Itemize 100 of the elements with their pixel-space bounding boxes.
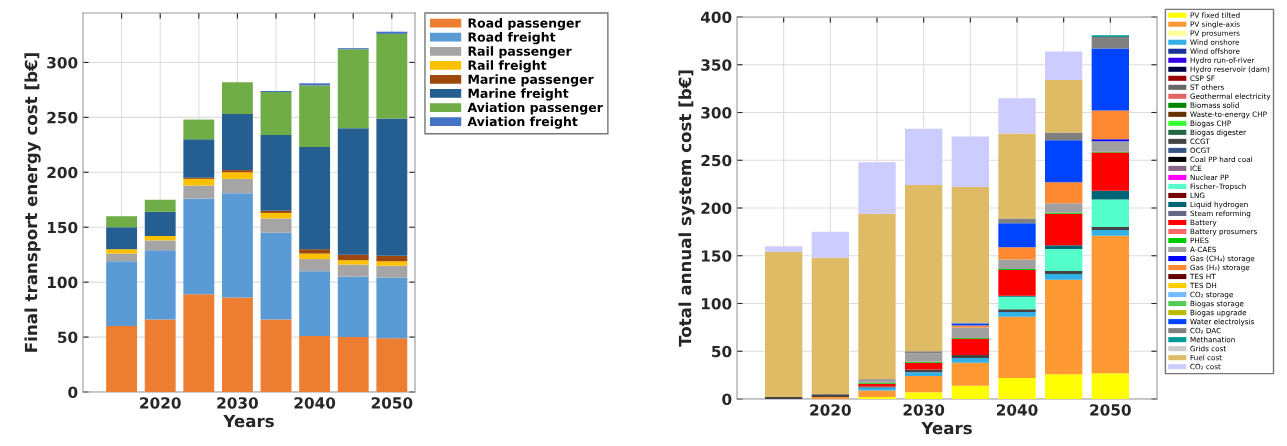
bar — [221, 178, 253, 194]
bar — [299, 147, 331, 250]
bar — [144, 236, 176, 241]
bar — [905, 369, 943, 373]
bar — [1045, 245, 1083, 250]
bar — [905, 353, 943, 362]
x-tick-label: 2040 — [996, 404, 1038, 416]
legend-label: Road passenger — [468, 18, 581, 31]
bar — [221, 82, 253, 115]
x-tick-label: 2050 — [1090, 404, 1131, 416]
bar — [144, 211, 176, 237]
bar — [221, 114, 253, 171]
bar — [811, 257, 849, 395]
y-tick-label: 400 — [700, 11, 732, 24]
y-tick-label: 150 — [47, 221, 78, 234]
x-tick-label: 2020 — [140, 397, 181, 409]
bar — [376, 31, 408, 34]
bar — [376, 261, 408, 266]
bar — [905, 376, 943, 393]
y-axis-title: Total annual system cost [b€] — [678, 70, 695, 347]
bar — [337, 337, 369, 392]
y-tick-label: 250 — [701, 154, 732, 167]
x-tick-label: 2030 — [903, 404, 945, 416]
y-tick-label: 0 — [722, 393, 732, 406]
bar — [376, 255, 408, 262]
bar — [106, 227, 138, 250]
bar — [951, 385, 989, 399]
bar — [998, 133, 1036, 219]
x-axis-title: Years — [921, 421, 972, 435]
bar — [337, 128, 369, 255]
bar — [811, 231, 849, 258]
x-tick-label: 2040 — [294, 397, 336, 409]
y-tick-label: 100 — [47, 276, 78, 289]
bar — [106, 216, 138, 228]
bar — [144, 250, 176, 320]
bar — [260, 319, 292, 392]
bar — [951, 357, 989, 363]
bar — [1045, 374, 1083, 399]
bar — [1091, 227, 1129, 230]
bar — [337, 254, 369, 261]
y-tick-label: 50 — [58, 331, 78, 344]
bar — [1091, 199, 1129, 228]
bar — [905, 372, 943, 377]
bar — [1045, 80, 1083, 133]
bar — [951, 327, 989, 338]
y-tick-label: 200 — [701, 202, 732, 215]
bar — [183, 185, 215, 199]
bar — [998, 312, 1036, 317]
bar — [299, 85, 331, 148]
bar — [106, 249, 138, 254]
bar — [1045, 182, 1083, 204]
bar — [998, 259, 1036, 270]
bar — [905, 185, 943, 352]
bar — [183, 294, 215, 392]
bar — [299, 253, 331, 260]
bar — [998, 316, 1036, 378]
bar — [221, 172, 253, 179]
bar — [1045, 213, 1083, 246]
bar — [1045, 279, 1083, 375]
bar — [998, 377, 1036, 399]
bar — [1091, 48, 1129, 111]
legend-label: Rail freight — [468, 60, 547, 73]
bar — [1091, 229, 1129, 236]
x-axis-title: Years — [223, 414, 274, 428]
bar — [1091, 37, 1129, 49]
bar — [260, 134, 292, 211]
bar — [376, 338, 408, 392]
bar — [106, 326, 138, 392]
bar — [106, 253, 138, 262]
bar — [1045, 271, 1083, 274]
bar — [337, 264, 369, 277]
bar — [1091, 235, 1129, 374]
bar — [998, 223, 1036, 248]
bar — [376, 265, 408, 278]
bar — [144, 240, 176, 251]
y-tick-label: 300 — [701, 106, 732, 119]
bar — [905, 392, 943, 399]
bar — [221, 193, 253, 298]
y-axis-title: Final transport energy cost [b€] — [24, 53, 41, 352]
bar — [299, 249, 331, 254]
bar — [998, 247, 1036, 260]
bar — [299, 335, 331, 392]
y-tick-label: 200 — [47, 166, 78, 179]
y-tick-label: 150 — [701, 250, 732, 262]
bar — [1045, 132, 1083, 141]
bar — [1045, 273, 1083, 280]
bar — [183, 178, 215, 186]
bar — [951, 362, 989, 386]
y-tick-label: 100 — [701, 297, 732, 310]
bar — [858, 390, 896, 398]
bar — [260, 92, 292, 135]
bar — [1045, 203, 1083, 213]
bar — [183, 139, 215, 178]
bar — [144, 199, 176, 212]
bar — [951, 186, 989, 323]
bar — [221, 297, 253, 392]
bar — [1091, 152, 1129, 191]
y-tick-label: 300 — [47, 56, 78, 69]
bar — [1091, 110, 1129, 140]
x-tick-label: 2050 — [371, 397, 413, 409]
